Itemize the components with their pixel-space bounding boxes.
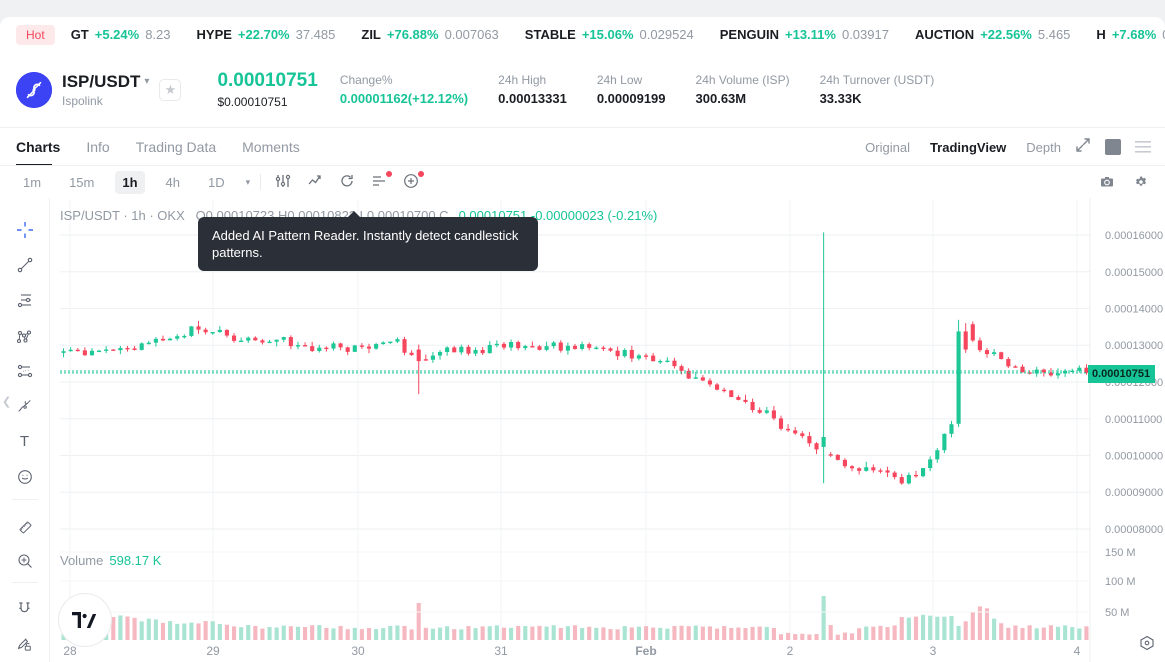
svg-text:0.00016000: 0.00016000 (1105, 230, 1163, 242)
svg-text:0.00010000: 0.00010000 (1105, 451, 1163, 463)
svg-text:0.00015000: 0.00015000 (1105, 267, 1163, 279)
svg-text:29: 29 (206, 644, 220, 658)
svg-text:150 M: 150 M (1105, 547, 1136, 559)
svg-text:30: 30 (351, 644, 365, 658)
svg-text:31: 31 (494, 644, 508, 658)
svg-text:0.00008000: 0.00008000 (1105, 524, 1163, 536)
svg-text:50 M: 50 M (1105, 607, 1129, 619)
svg-text:0.00013000: 0.00013000 (1105, 340, 1163, 352)
svg-text:3: 3 (930, 644, 937, 658)
svg-text:0.00009000: 0.00009000 (1105, 487, 1163, 499)
svg-text:0.00011000: 0.00011000 (1105, 414, 1162, 426)
svg-text:0.00014000: 0.00014000 (1105, 304, 1163, 316)
svg-text:2: 2 (787, 644, 794, 658)
svg-text:28: 28 (63, 644, 77, 658)
svg-text:Feb: Feb (635, 644, 656, 658)
svg-text:100 M: 100 M (1105, 576, 1136, 588)
svg-text:4: 4 (1074, 644, 1081, 658)
